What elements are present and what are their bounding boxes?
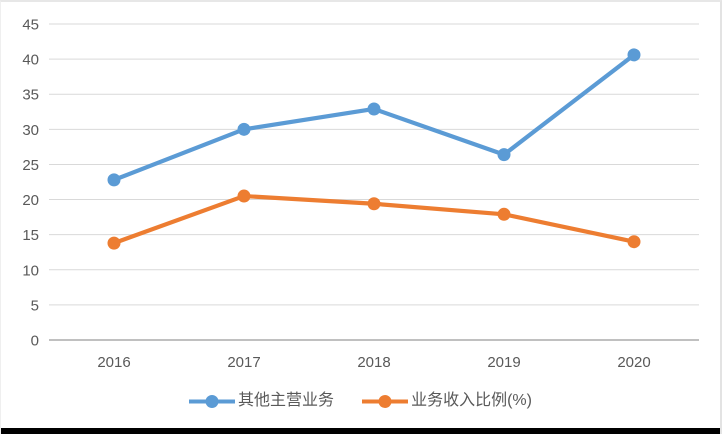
data-point-marker bbox=[627, 235, 641, 249]
legend-label: 业务收入比例(%) bbox=[411, 392, 532, 409]
legend-label: 其他主营业务 bbox=[238, 392, 335, 409]
y-tick-label: 0 bbox=[31, 333, 39, 350]
x-tick-label: 2018 bbox=[357, 354, 390, 371]
legend-item: 其他主营业务 bbox=[189, 391, 334, 411]
data-point-marker bbox=[627, 48, 641, 62]
x-tick-label: 2020 bbox=[617, 354, 650, 371]
legend-dot bbox=[205, 394, 219, 408]
y-tick-label: 40 bbox=[22, 52, 39, 69]
series-line-0 bbox=[111, 52, 637, 182]
y-tick-label: 45 bbox=[22, 17, 39, 34]
data-point-marker bbox=[497, 207, 511, 221]
data-point-marker bbox=[107, 173, 121, 187]
data-point-marker bbox=[107, 236, 121, 250]
legend-line-marker-icon bbox=[362, 394, 409, 408]
data-point-marker bbox=[237, 189, 251, 203]
y-tick-label: 30 bbox=[22, 122, 39, 139]
bottom-border-bar bbox=[1, 428, 720, 434]
y-tick-label: 15 bbox=[22, 227, 39, 244]
line-chart-plot: 0 5 10 15 20 25 30 35 40 45 2016 2017 2018 2019 2020 bbox=[22, 17, 699, 371]
y-tick-label: 5 bbox=[31, 297, 39, 314]
y-tick-label: 20 bbox=[22, 192, 39, 209]
data-point-marker bbox=[367, 197, 381, 211]
data-point-marker bbox=[497, 148, 511, 162]
legend-item: 业务收入比例(%) bbox=[362, 391, 532, 411]
y-tick-label: 35 bbox=[22, 87, 39, 104]
legend-line-marker-icon bbox=[189, 394, 236, 408]
y-tick-label: 10 bbox=[22, 262, 39, 279]
data-point-marker bbox=[367, 102, 381, 116]
chart-legend: 其他主营业务 业务收入比例(%) bbox=[1, 391, 720, 411]
x-tick-label: 2017 bbox=[227, 354, 260, 371]
data-point-marker bbox=[237, 122, 251, 136]
y-tick-label: 25 bbox=[22, 157, 39, 174]
x-tick-label: 2019 bbox=[487, 354, 520, 371]
x-tick-label: 2016 bbox=[97, 354, 130, 371]
legend-dot bbox=[378, 394, 392, 408]
